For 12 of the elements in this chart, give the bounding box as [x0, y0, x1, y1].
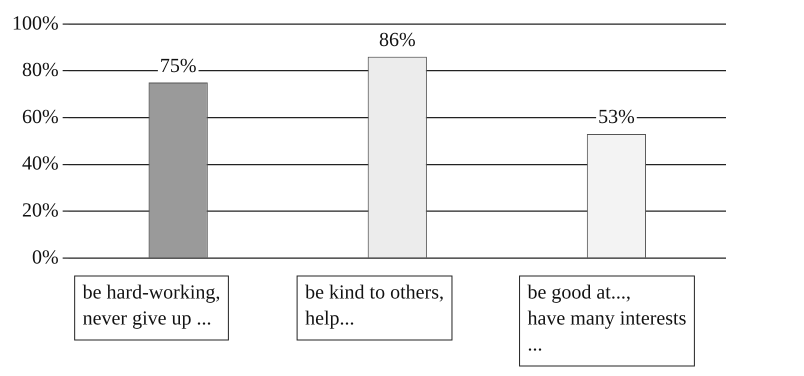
x-tick-label: be hard-working, never give up ... — [82, 281, 220, 330]
data-label: 75% — [160, 54, 197, 77]
y-tick-label: 20% — [22, 199, 59, 222]
y-tick-label: 100% — [12, 12, 59, 34]
data-label: 53% — [598, 106, 635, 128]
y-tick-label: 80% — [22, 59, 59, 82]
x-tick-label: be kind to others, help... — [305, 281, 444, 330]
y-tick-label: 40% — [22, 152, 59, 175]
y-tick-label: 0% — [32, 246, 59, 268]
data-label: 86% — [378, 29, 416, 52]
y-tick-label: 60% — [22, 106, 59, 128]
x-tick-label: be good at..., have many interests ... — [528, 281, 687, 356]
